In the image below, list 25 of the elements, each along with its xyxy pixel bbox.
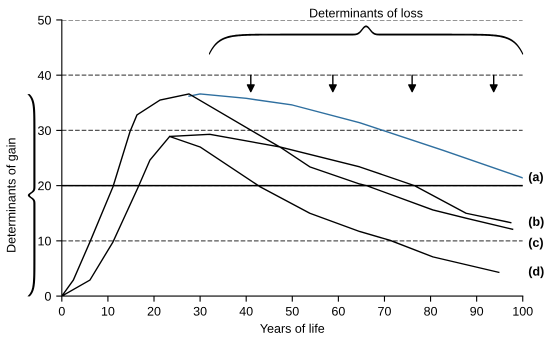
- x-axis-title: Years of life: [260, 324, 324, 333]
- x-tick-label: 40: [240, 306, 253, 316]
- series-label: (c): [528, 238, 543, 250]
- x-tick-label: 20: [148, 306, 160, 316]
- y-tick-label: 30: [38, 126, 51, 136]
- x-tick-label: 50: [286, 306, 299, 316]
- y-tick-label: 20: [38, 181, 51, 190]
- y-tick-label: 0: [44, 292, 51, 301]
- y-tick-label: 10: [38, 236, 51, 246]
- text: Determinants of loss: [310, 8, 423, 18]
- x-tick-label: 60: [332, 306, 345, 316]
- y-tick-label: 50: [38, 16, 51, 25]
- text: (d): [528, 266, 544, 278]
- x-tick-label: 30: [194, 306, 207, 316]
- series-label: (a): [528, 172, 543, 184]
- line-series: [188, 93, 523, 179]
- x-tick-label: 80: [424, 306, 438, 316]
- x-tick-label: 90: [470, 306, 484, 316]
- x-tick-label: 0: [58, 306, 65, 316]
- x-tick-label: 10: [102, 306, 114, 316]
- y-axis-title: Determinants of gain: [6, 138, 18, 252]
- series-label: (b): [528, 216, 544, 228]
- x-tick-label: 70: [378, 306, 391, 316]
- y-tick-label: 40: [38, 70, 51, 80]
- x-tick-label: 100: [513, 306, 533, 316]
